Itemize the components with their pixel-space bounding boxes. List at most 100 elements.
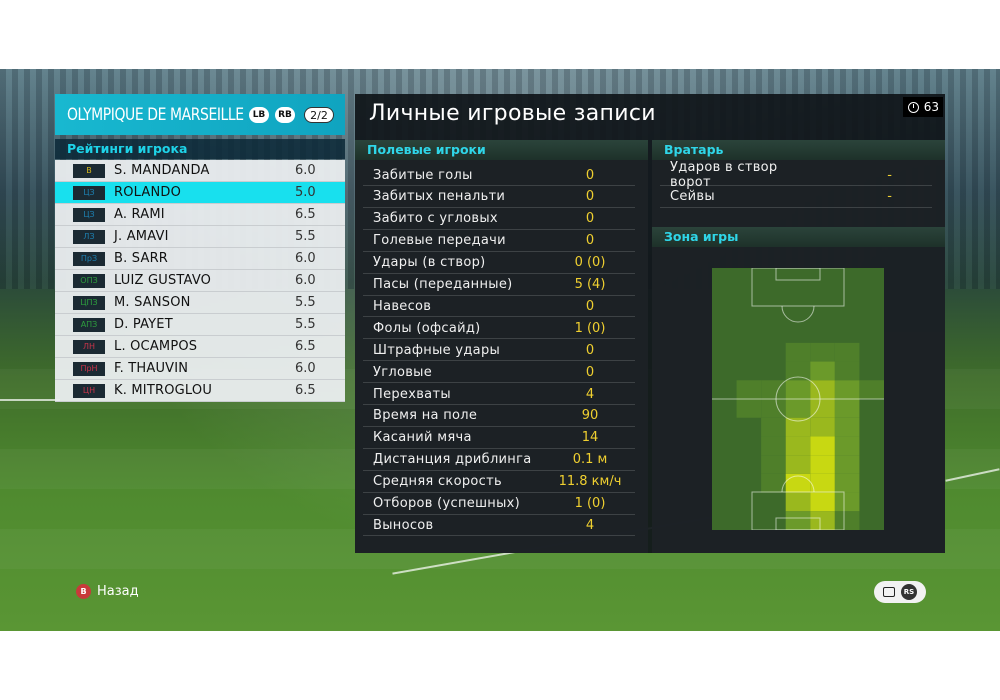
player-name: F. THAUVIN xyxy=(114,361,189,376)
stat-label: Пасы (переданные) xyxy=(373,277,513,292)
heat-cell xyxy=(810,511,835,530)
player-name: B. SARR xyxy=(114,251,169,266)
stat-row: Голевые передачи 0 xyxy=(363,231,635,252)
stat-value: 4 xyxy=(585,517,595,533)
stat-label: Сейвы xyxy=(670,189,715,205)
stat-value: 0 xyxy=(585,298,595,314)
player-rating: 5.0 xyxy=(295,185,316,200)
back-button[interactable]: B Назад xyxy=(76,584,139,599)
chat-button[interactable]: RS xyxy=(874,581,926,603)
stat-label: Дистанция дриблинга xyxy=(373,452,532,468)
b-button-icon: B xyxy=(76,584,91,599)
player-list: В S. MANDANDA 6.0 ЦЗ ROLANDO 5.0 ЦЗ A. RAMI 6.5 Л… xyxy=(55,160,345,402)
stat-value: 0 (0) xyxy=(574,255,606,271)
heat-cell xyxy=(810,455,835,474)
stat-label: Перехваты xyxy=(373,386,451,402)
heat-cell xyxy=(810,417,835,437)
player-rating: 6.5 xyxy=(295,383,316,398)
heat-cell xyxy=(785,342,811,362)
position-badge: ЦН xyxy=(73,383,105,398)
heat-cell xyxy=(736,380,762,399)
top-penalty-box xyxy=(751,268,845,307)
timer-value: 63 xyxy=(923,100,939,114)
stat-row: Забитые голы 0 xyxy=(363,165,635,186)
pitch-line xyxy=(0,399,60,401)
stat-row: Касаний мяча 14 xyxy=(363,428,635,449)
heat-cell xyxy=(834,455,860,474)
position-badge: ЦЗ xyxy=(73,207,105,222)
stat-row: Пасы (переданные) 5 (4) xyxy=(363,275,635,296)
goalkeeper-heading: Вратарь xyxy=(652,140,945,160)
stat-label: Отборов (успешных) xyxy=(373,496,521,511)
heat-cell xyxy=(761,473,786,493)
stat-label: Касаний мяча xyxy=(373,430,472,446)
stat-value: 0 xyxy=(585,342,595,358)
page-title: Личные игровые записи xyxy=(369,101,656,126)
stat-row: Штрафные удары 0 xyxy=(363,340,635,362)
heat-cell xyxy=(761,455,786,474)
field-players-stats: Забитые голы 0 Забитых пенальти 0 Забито с у… xyxy=(355,160,648,553)
player-name: J. AMAVI xyxy=(114,229,169,244)
stat-row: Забито с угловых 0 xyxy=(363,209,635,230)
team-header: OLYMPIQUE DE MARSEILLE LB RB 2/2 xyxy=(55,94,345,135)
stat-row: Время на поле 90 xyxy=(363,406,635,427)
stat-value: 90 xyxy=(581,408,599,424)
stat-label: Голевые передачи xyxy=(373,233,506,249)
page-counter: 2/2 xyxy=(304,107,334,123)
heat-cell xyxy=(834,399,860,418)
player-name: S. MANDANDA xyxy=(114,163,210,178)
ratings-title: Рейтинги игрока xyxy=(55,139,345,159)
heat-cell xyxy=(834,342,860,362)
heat-cell xyxy=(810,380,835,399)
player-row[interactable]: ЛЗ J. AMAVI 5.5 xyxy=(55,226,345,248)
stat-row: Дистанция дриблинга 0.1 м xyxy=(363,450,635,471)
player-name: A. RAMI xyxy=(114,207,165,222)
game-background: OLYMPIQUE DE MARSEILLE LB RB 2/2 Рейтинг… xyxy=(0,69,1000,631)
player-row[interactable]: ЦН K. MITROGLOU 6.5 xyxy=(55,380,345,402)
heat-cell xyxy=(761,417,786,437)
player-row[interactable]: ОПЗ LUIZ GUSTAVO 6.0 xyxy=(55,270,345,292)
player-name: LUIZ GUSTAVO xyxy=(114,273,212,288)
player-row[interactable]: АПЗ D. PAYET 5.5 xyxy=(55,314,345,336)
player-row[interactable]: ЛН L. OCAMPOS 6.5 xyxy=(55,336,345,358)
heat-cell xyxy=(785,511,811,530)
heat-cell xyxy=(761,399,786,418)
stat-value: 0 xyxy=(585,364,595,380)
top-goal-box xyxy=(775,268,821,281)
player-rating: 5.5 xyxy=(295,229,316,244)
player-row[interactable]: ПрЗ B. SARR 6.0 xyxy=(55,248,345,270)
heat-cell xyxy=(785,417,811,437)
player-name: L. OCAMPOS xyxy=(114,339,198,354)
stat-row: Ударов в створ ворот - xyxy=(660,160,932,190)
player-row[interactable]: ЦЗ ROLANDO 5.0 xyxy=(55,182,345,204)
position-badge: ЦЗ xyxy=(73,185,105,200)
position-badge: ЛЗ xyxy=(73,229,105,244)
player-name: K. MITROGLOU xyxy=(114,383,213,398)
stat-value: 0 xyxy=(585,167,595,183)
player-rating: 6.5 xyxy=(295,207,316,222)
top-penalty-arc xyxy=(781,305,815,323)
heat-cell xyxy=(834,492,860,512)
stat-row: Средняя скорость 11.8 км/ч xyxy=(363,472,635,493)
heat-cell xyxy=(810,342,835,362)
stat-label: Забитых пенальти xyxy=(373,189,506,205)
player-row[interactable]: ЦПЗ M. SANSON 5.5 xyxy=(55,292,345,314)
heat-cell xyxy=(810,399,835,418)
stat-label: Выносов xyxy=(373,517,434,533)
heat-cell xyxy=(761,436,786,456)
bottom-goal-box xyxy=(775,517,821,530)
heat-cell xyxy=(859,380,884,399)
player-row[interactable]: ЦЗ A. RAMI 6.5 xyxy=(55,204,345,226)
stat-value: 0 xyxy=(585,233,595,249)
goalkeeper-stats: Ударов в створ ворот - Сейвы - xyxy=(652,160,945,227)
center-circle xyxy=(775,376,821,422)
heat-cell xyxy=(785,361,811,381)
stat-value: 1 (0) xyxy=(574,320,606,336)
lb-button[interactable]: LB xyxy=(249,107,269,123)
position-badge: В xyxy=(73,163,105,178)
player-row[interactable]: В S. MANDANDA 6.0 xyxy=(55,160,345,182)
rb-button[interactable]: RB xyxy=(275,107,295,123)
player-row[interactable]: ПрН F. THAUVIN 6.0 xyxy=(55,358,345,380)
heat-cell xyxy=(834,473,860,493)
player-rating: 5.5 xyxy=(295,317,316,332)
